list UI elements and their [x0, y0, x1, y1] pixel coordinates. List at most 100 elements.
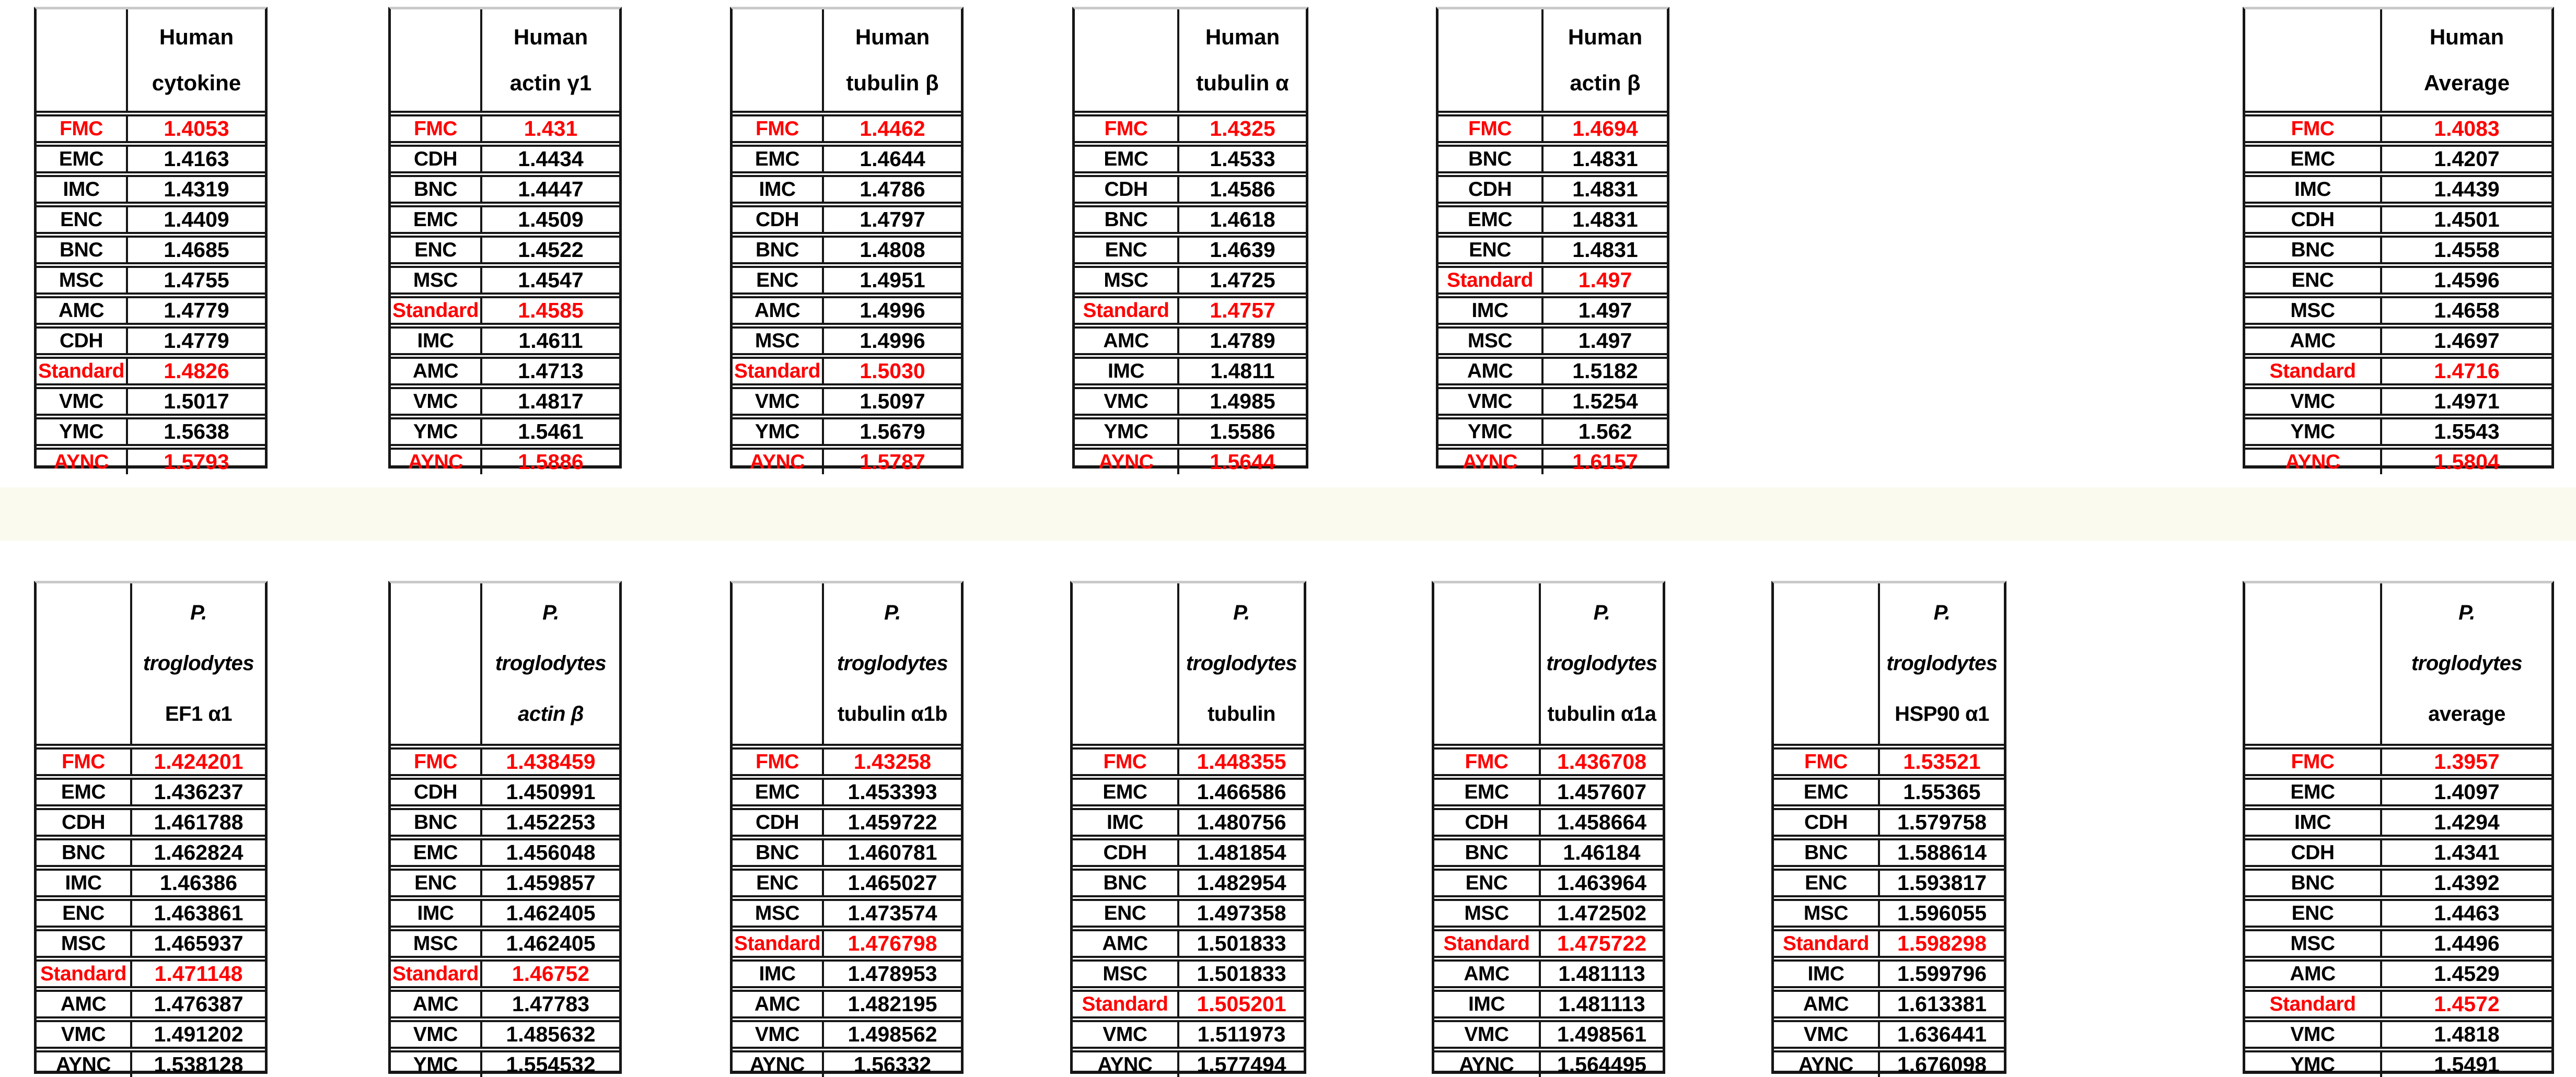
row-label-cell: AYNC	[733, 450, 824, 474]
row-label-cell: Standard	[1438, 268, 1544, 292]
row-label-cell: EMC	[1075, 147, 1179, 171]
table-row: ENC 1.497358	[1073, 895, 1304, 926]
row-label-cell: Standard	[2245, 992, 2382, 1016]
row-label-cell: MSC	[391, 931, 482, 956]
table-pt-average: P. troglodytes average FMC 1.3957 EMC 1.4097 IM…	[2243, 581, 2554, 1077]
row-label-cell: Standard	[37, 359, 128, 383]
column-title-line: P.	[1593, 601, 1610, 624]
row-label-cell: ENC	[1075, 238, 1179, 262]
value-cell: 1.4951	[860, 268, 925, 292]
table-row: IMC 1.599796	[1774, 956, 2004, 986]
value-cell: 1.472502	[1557, 901, 1646, 925]
value-cell: 1.462405	[506, 901, 596, 925]
value-cell: 1.4685	[164, 238, 229, 262]
value-cell: 1.465027	[848, 871, 937, 895]
table-row: CDH 1.461788	[37, 804, 265, 835]
value-cell: 1.554532	[506, 1052, 596, 1076]
table-header-row: P. troglodytes actin β	[391, 583, 619, 750]
table-row: AYNC 1.5886	[391, 444, 619, 474]
value-cell: 1.4755	[164, 268, 229, 292]
value-cell: 1.4971	[2434, 389, 2500, 413]
corner-cell	[1434, 583, 1541, 744]
table-row: IMC 1.481113	[1434, 986, 1663, 1016]
table-row: VMC 1.4818	[2245, 1016, 2551, 1047]
row-label-cell: FMC	[1434, 750, 1541, 774]
column-title-line: EF1 α1	[165, 703, 233, 725]
table-human-tubulin-alpha: Human tubulin α FMC 1.4325 EMC 1.4533 CDH 1.458…	[1072, 7, 1308, 474]
table-row: EMC 1.4097	[2245, 774, 2551, 804]
row-label-cell: IMC	[733, 177, 824, 202]
table-row: BNC 1.4558	[2245, 232, 2551, 262]
row-label-cell: ENC	[1774, 871, 1880, 895]
row-label-cell: BNC	[1774, 840, 1880, 865]
value-cell: 1.4779	[164, 329, 229, 353]
row-label-cell: AMC	[1075, 329, 1179, 353]
value-cell: 1.459857	[506, 871, 596, 895]
row-label-cell: MSC	[1774, 901, 1880, 926]
column-title-line: actin γ1	[509, 71, 592, 95]
table-row: YMC 1.554532	[391, 1047, 619, 1077]
table-row: MSC 1.596055	[1774, 895, 2004, 926]
value-cell: 1.436237	[154, 780, 243, 804]
row-label-cell: Standard	[733, 359, 824, 383]
column-title-line: Human	[1205, 25, 1280, 49]
row-label-cell: ENC	[1434, 871, 1541, 895]
table-human-actin-gamma1: Human actin γ1 FMC 1.431 CDH 1.4434 BNC 1.4447 E…	[388, 7, 622, 474]
row-label-cell: FMC	[733, 750, 824, 774]
row-label-cell: YMC	[733, 419, 824, 444]
corner-cell	[37, 9, 128, 111]
table-row: Standard 1.46752	[391, 956, 619, 986]
row-label-cell: CDH	[1073, 840, 1179, 865]
value-cell: 1.501833	[1197, 931, 1286, 955]
value-cell: 1.463861	[154, 901, 243, 925]
column-title-line: P.	[1933, 601, 1951, 624]
table-row: YMC 1.5638	[37, 414, 265, 444]
column-title-line: tubulin α1a	[1547, 703, 1656, 725]
table-row: ENC 1.4463	[2245, 895, 2551, 926]
corner-cell	[1438, 9, 1544, 111]
value-cell: 1.5804	[2434, 450, 2500, 474]
table-row: MSC 1.4996	[733, 323, 961, 353]
table-row: MSC 1.4658	[2245, 292, 2551, 323]
row-label-cell: BNC	[1434, 840, 1541, 865]
value-cell: 1.4596	[2434, 268, 2500, 292]
value-cell: 1.4757	[1210, 298, 1275, 322]
column-title-cell: Human tubulin α	[1179, 9, 1306, 111]
row-label-cell: VMC	[2245, 1022, 2382, 1047]
row-label-cell: CDH	[391, 147, 482, 171]
table-row: VMC 1.511973	[1073, 1016, 1304, 1047]
row-label-cell: VMC	[391, 1022, 482, 1047]
table-row: IMC 1.478953	[733, 956, 961, 986]
row-label-cell: EMC	[37, 780, 132, 804]
table-row: CDH 1.458664	[1434, 804, 1663, 835]
row-label-cell: EMC	[37, 147, 128, 171]
row-label-cell: CDH	[2245, 840, 2382, 865]
table-row: EMC 1.4163	[37, 141, 265, 171]
row-label-cell: AYNC	[391, 450, 482, 474]
row-label-cell: AMC	[1073, 931, 1179, 956]
row-label-cell: IMC	[2245, 177, 2382, 202]
value-cell: 1.4786	[860, 177, 925, 201]
table-row: BNC 1.4808	[733, 232, 961, 262]
value-cell: 1.4658	[2434, 298, 2500, 322]
row-label-cell: CDH	[733, 207, 824, 232]
column-title-line: tubulin α1b	[837, 703, 948, 725]
value-cell: 1.4207	[2434, 147, 2500, 171]
table-row: Standard 1.476798	[733, 926, 961, 956]
row-label-cell: EMC	[1774, 780, 1880, 804]
row-label-cell: AMC	[2245, 962, 2382, 986]
row-label-cell: CDH	[1774, 810, 1880, 835]
row-label-cell: VMC	[391, 389, 482, 414]
table-row: AYNC 1.577494	[1073, 1047, 1304, 1077]
corner-cell	[733, 583, 824, 744]
column-title-cell: P. troglodytes HSP90 α1	[1880, 583, 2004, 744]
value-cell: 1.482195	[848, 992, 937, 1016]
table-row: AMC 1.4996	[733, 292, 961, 323]
table-row: IMC 1.4294	[2245, 804, 2551, 835]
table-human-cytokine: Human cytokine FMC 1.4053 EMC 1.4163 IMC 1.4319…	[34, 7, 268, 474]
table-row: EMC 1.453393	[733, 774, 961, 804]
table-row: YMC 1.562	[1438, 414, 1667, 444]
table-row: MSC 1.473574	[733, 895, 961, 926]
table-row: VMC 1.4971	[2245, 383, 2551, 414]
row-label-cell: EMC	[1434, 780, 1541, 804]
